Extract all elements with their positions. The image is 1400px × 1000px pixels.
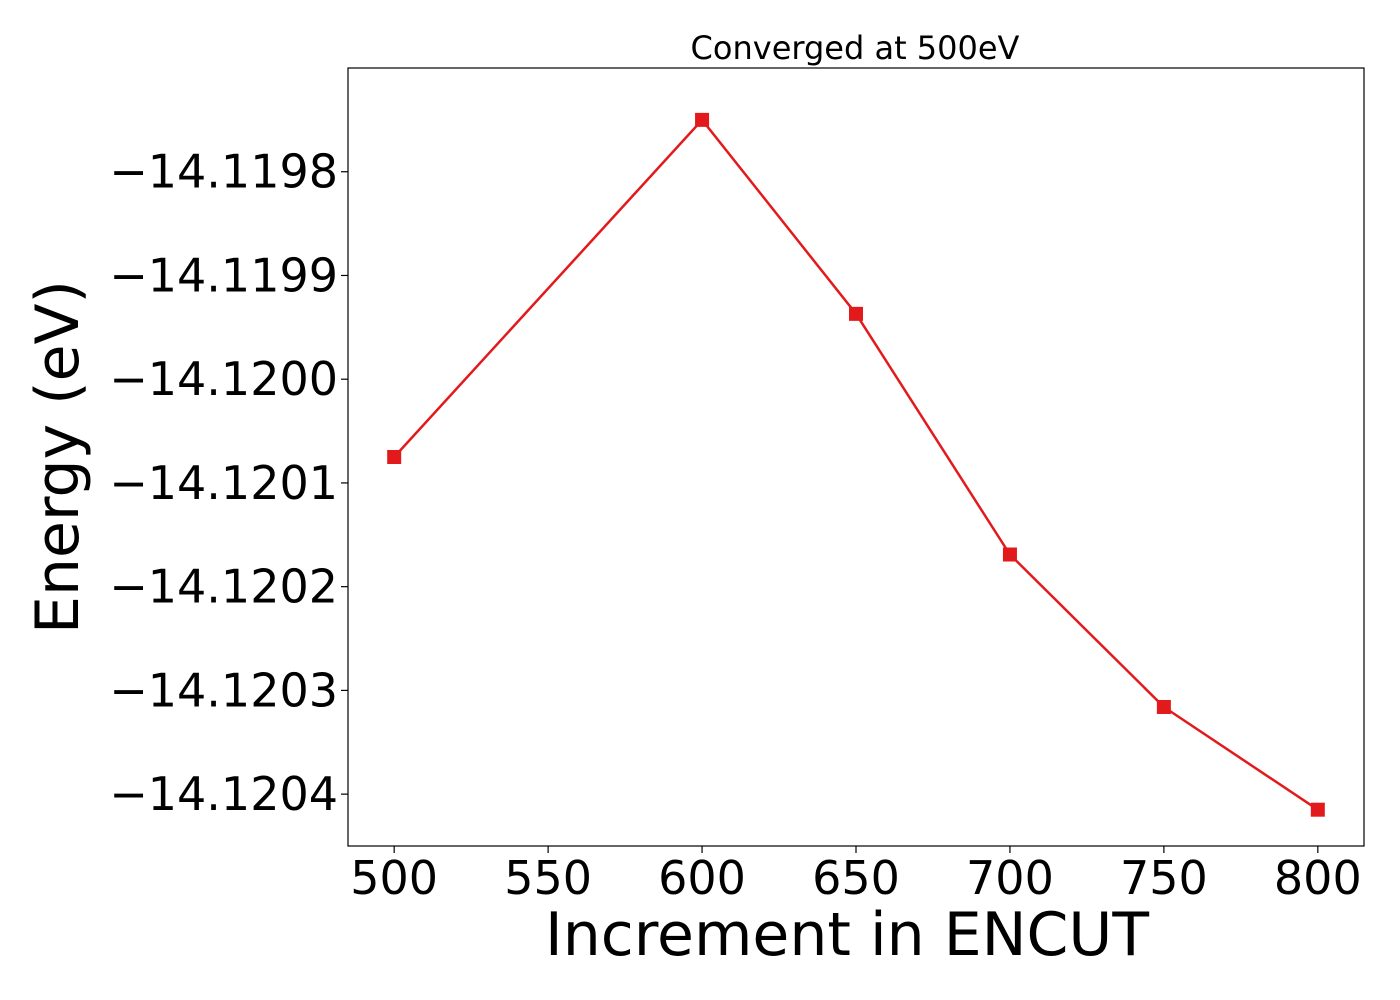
data-point-marker bbox=[1156, 699, 1171, 714]
series-line bbox=[393, 118, 1319, 811]
data-point-marker bbox=[1310, 802, 1325, 817]
data-point-marker bbox=[1002, 547, 1017, 562]
y-tick-label: −14.1199 bbox=[109, 248, 338, 302]
x-tick-label: 650 bbox=[812, 851, 900, 905]
data-point-marker bbox=[387, 450, 402, 464]
chart-title: Converged at 500eV bbox=[691, 29, 1020, 67]
y-tick-label: −14.1198 bbox=[109, 145, 338, 199]
y-tick-label: −14.1204 bbox=[109, 767, 338, 821]
data-point-marker bbox=[695, 112, 710, 127]
x-tick-label: 750 bbox=[1120, 851, 1208, 905]
y-tick-label: −14.1202 bbox=[109, 560, 338, 614]
x-tick-label: 600 bbox=[658, 851, 746, 905]
x-tick-label: 500 bbox=[350, 851, 438, 905]
y-tick-label: −14.1203 bbox=[109, 663, 338, 717]
x-tick-label: 700 bbox=[966, 851, 1054, 905]
x-tick-label: 550 bbox=[504, 851, 592, 905]
x-axis-label: Increment in ENCUT bbox=[545, 900, 1149, 970]
plot-area-frame bbox=[347, 67, 1365, 847]
data-point-marker bbox=[849, 306, 863, 321]
x-tick-label: 800 bbox=[1274, 851, 1362, 905]
y-axis-label: Energy (eV) bbox=[23, 280, 93, 634]
y-tick-label: −14.1200 bbox=[109, 352, 338, 406]
y-tick-label: −14.1201 bbox=[109, 456, 338, 510]
